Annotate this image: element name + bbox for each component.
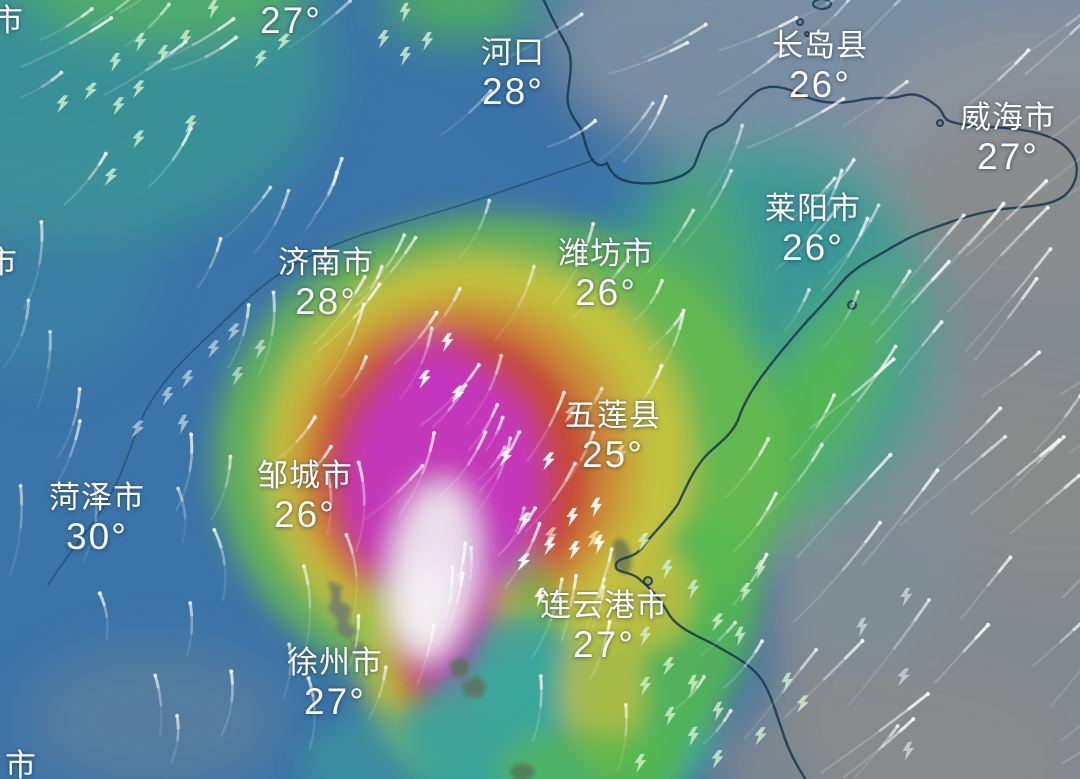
city-temperature: 26° (274, 494, 336, 535)
city-temperature: 26° (789, 64, 851, 105)
city-label[interactable]: 潍坊市 26° (558, 236, 654, 313)
city-name: 市 (0, 245, 18, 280)
city-temperature: 26° (575, 272, 637, 313)
city-name: 邹城市 (257, 458, 353, 493)
city-label[interactable]: 菏泽市 30° (49, 480, 145, 557)
city-label[interactable]: 莱阳市 26° (765, 191, 861, 268)
city-temperature: 27° (260, 0, 322, 41)
lakes (328, 538, 632, 779)
city-label[interactable]: 邹城市 26° (257, 458, 353, 535)
city-temperature: 27° (977, 136, 1039, 177)
city-name: 连云港市 (540, 588, 668, 623)
city-temperature: 30° (66, 516, 128, 557)
city-label[interactable]: 长岛县 26° (772, 28, 868, 105)
city-label[interactable]: 河口 28° (481, 35, 545, 112)
city-temperature: 27° (573, 624, 635, 665)
city-name: 菏泽市 (49, 480, 145, 515)
city-temperature: 27° (304, 681, 366, 722)
city-temperature: 26° (782, 227, 844, 268)
city-name: 徐州市 (287, 645, 383, 680)
city-temperature: 25° (582, 434, 644, 475)
city-name: 莱阳市 (765, 191, 861, 226)
city-label[interactable]: 连云港市 27° (540, 588, 668, 665)
city-temperature: 28° (482, 71, 544, 112)
temp-label[interactable]: 27° (260, 0, 322, 41)
city-label[interactable]: 威海市 27° (960, 100, 1056, 177)
city-label[interactable]: 市 (0, 3, 24, 39)
city-label[interactable]: 徐州市 27° (287, 645, 383, 722)
islands (643, 0, 944, 586)
city-label[interactable]: 市 (0, 245, 18, 281)
city-name: 威海市 (960, 100, 1056, 135)
city-name: 市 (5, 748, 37, 779)
coastline (47, 0, 1078, 779)
wind-streamlines (3, 0, 1080, 778)
city-name: 五莲县 (565, 398, 661, 433)
city-name: 长岛县 (772, 28, 868, 63)
city-name: 济南市 (278, 245, 374, 280)
city-label[interactable]: 济南市 28° (278, 245, 374, 322)
city-name: 潍坊市 (558, 236, 654, 271)
city-label[interactable]: 五莲县 25° (565, 398, 661, 475)
city-label[interactable]: 市 (5, 748, 37, 779)
river (47, 159, 595, 586)
city-name: 河口 (481, 35, 545, 70)
city-temperature: 28° (295, 281, 357, 322)
city-name: 市 (0, 3, 24, 38)
